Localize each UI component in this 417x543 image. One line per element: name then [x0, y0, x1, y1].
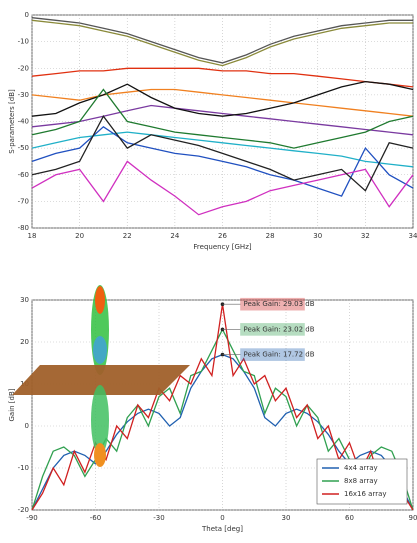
y-tick-label: -20 [18, 64, 29, 72]
x-tick-label: -90 [26, 514, 37, 522]
x-tick-label: 18 [28, 232, 37, 240]
x-tick-label: 22 [123, 232, 132, 240]
lobe-core [93, 336, 107, 364]
y-tick-label: -40 [18, 118, 29, 126]
legend-label: 4x4 array [344, 464, 378, 472]
x-tick-label: 20 [75, 232, 84, 240]
annotation-text: Peak Gain: 17.72 dB [244, 351, 315, 359]
y-tick-label: -10 [18, 464, 29, 472]
y-tick-label: -60 [18, 171, 29, 179]
annotation-text: Peak Gain: 29.03 dB [244, 300, 315, 308]
x-tick-label: 60 [345, 514, 354, 522]
x-tick-label: 30 [313, 232, 322, 240]
x-tick-label: 24 [170, 232, 179, 240]
x-tick-label: 32 [361, 232, 370, 240]
y-tick-label: -30 [18, 91, 29, 99]
y-tick-label: 0 [25, 11, 29, 19]
y-axis-label: S-parameters [dB] [8, 89, 16, 154]
y-tick-label: -20 [18, 506, 29, 514]
y-tick-label: 20 [20, 338, 29, 346]
x-tick-label: 26 [218, 232, 227, 240]
x-tick-label: -30 [153, 514, 164, 522]
x-tick-label: 34 [409, 232, 417, 240]
lobe-tip [95, 286, 105, 314]
legend-label: 8x8 array [344, 477, 378, 485]
x-tick-label: 28 [266, 232, 275, 240]
x-tick-label: 30 [282, 514, 291, 522]
y-tick-label: -10 [18, 38, 29, 46]
lower-tip [94, 443, 106, 467]
x-tick-label: 90 [409, 514, 417, 522]
x-tick-label: 0 [220, 514, 224, 522]
x-tick-label: -60 [90, 514, 101, 522]
y-tick-label: 30 [20, 296, 29, 304]
annotation-text: Peak Gain: 23.02 dB [244, 325, 315, 333]
page: -20-100102030-90-60-300306090Theta [deg]… [0, 0, 417, 543]
legend-label: 16x16 array [344, 490, 387, 498]
y-tick-label: -70 [18, 197, 29, 205]
y-tick-label: 0 [25, 422, 29, 430]
x-axis-label: Theta [deg] [201, 525, 243, 533]
y-tick-label: -50 [18, 144, 29, 152]
y-tick-label: -80 [18, 224, 29, 232]
x-axis-label: Frequency [GHz] [193, 243, 251, 251]
